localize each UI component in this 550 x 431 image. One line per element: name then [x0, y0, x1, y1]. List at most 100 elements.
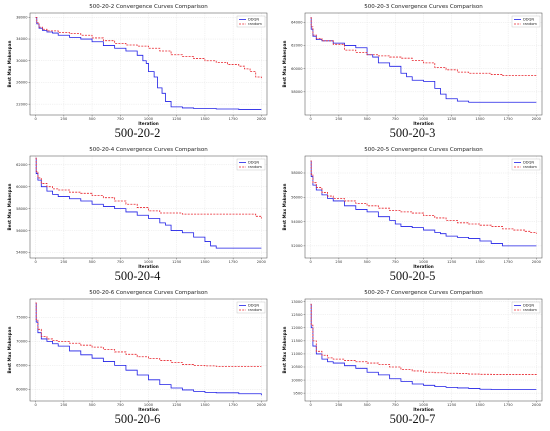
- x-tick-label: 1500: [475, 403, 485, 407]
- y-tick-label: 52000: [291, 244, 303, 248]
- x-tick-label: 500: [89, 260, 97, 264]
- chart-panel: 500-20-7 Convergence Curves Comparison 0 2…: [275, 286, 550, 429]
- chart-svg: 500-20-3 Convergence Curves Comparison 0 2…: [282, 4, 543, 126]
- x-tick-label: 250: [60, 260, 68, 264]
- y-tick-label: 9500: [293, 391, 303, 395]
- y-tick-label: 54000: [291, 220, 303, 224]
- chart-title: 500-20-4 Convergence Curves Comparison: [89, 147, 208, 153]
- chart-panel: 500-20-5 Convergence Curves Comparison 0 2…: [275, 143, 550, 286]
- chart-title: 500-20-6 Convergence Curves Comparison: [89, 290, 208, 296]
- x-tick-label: 0: [309, 117, 312, 121]
- x-axis-label: Iteration: [413, 121, 434, 126]
- x-axis-label: Iteration: [138, 407, 159, 412]
- x-tick-label: 750: [117, 403, 125, 407]
- x-tick-label: 1000: [419, 260, 429, 264]
- x-axis-label: Iteration: [138, 121, 159, 126]
- legend-label: DDQN: [248, 18, 259, 22]
- x-tick-label: 750: [117, 260, 125, 264]
- x-tick-label: 250: [60, 403, 68, 407]
- legend-box: [511, 158, 541, 171]
- chart-caption: 500-20-3: [389, 126, 436, 140]
- x-tick-label: 0: [309, 403, 312, 407]
- x-tick-label: 1500: [475, 117, 485, 121]
- y-tick-label: 22000: [16, 102, 28, 106]
- x-tick-label: 1750: [229, 260, 239, 264]
- chart-panel: 500-20-6 Convergence Curves Comparison 0 2…: [0, 286, 275, 429]
- x-axis-label: Iteration: [138, 264, 159, 269]
- y-tick-label: 56000: [291, 195, 303, 199]
- series-line-ddqn: [35, 302, 262, 396]
- legend-label: random: [248, 308, 262, 312]
- y-tick-label: 75000: [16, 315, 28, 319]
- legend-box: [511, 301, 541, 314]
- x-tick-label: 2000: [532, 260, 542, 264]
- legend-label: DDQN: [523, 18, 534, 22]
- x-tick-label: 250: [335, 403, 343, 407]
- y-tick-label: 34000: [16, 37, 28, 41]
- chart-panel: 500-20-4 Convergence Curves Comparison 0 2…: [0, 143, 275, 286]
- legend-label: DDQN: [248, 304, 259, 308]
- legend-box: [236, 15, 266, 28]
- legend-box: [236, 301, 266, 314]
- x-tick-label: 1500: [200, 117, 210, 121]
- y-axis-label: Best Max Makespan: [7, 184, 12, 231]
- y-tick-label: 10500: [291, 365, 303, 369]
- x-tick-label: 1250: [447, 260, 457, 264]
- x-tick-label: 250: [335, 117, 343, 121]
- series-line-random: [35, 16, 262, 79]
- chart-caption: 500-20-7: [389, 412, 436, 426]
- x-tick-label: 750: [392, 260, 400, 264]
- x-tick-label: 0: [34, 403, 37, 407]
- chart-caption: 500-20-6: [114, 412, 161, 426]
- chart-svg: 500-20-6 Convergence Curves Comparison 0 2…: [7, 290, 268, 412]
- x-tick-label: 1000: [144, 260, 154, 264]
- x-tick-label: 500: [364, 260, 372, 264]
- legend-box: [511, 15, 541, 28]
- x-tick-label: 1250: [447, 403, 457, 407]
- series-line-random: [35, 302, 262, 367]
- x-tick-label: 500: [89, 403, 97, 407]
- series-line-ddqn: [35, 157, 262, 249]
- x-tick-label: 0: [34, 117, 37, 121]
- x-tick-label: 2000: [257, 260, 267, 264]
- y-tick-label: 70000: [16, 340, 28, 344]
- x-tick-label: 250: [60, 117, 68, 121]
- legend-label: random: [523, 22, 537, 26]
- legend-label: DDQN: [523, 304, 534, 308]
- x-tick-label: 0: [309, 260, 312, 264]
- x-axis-label: Iteration: [413, 407, 434, 412]
- legend-label: DDQN: [248, 161, 259, 165]
- x-tick-label: 1750: [504, 260, 514, 264]
- x-tick-label: 750: [392, 403, 400, 407]
- x-tick-label: 2000: [257, 403, 267, 407]
- x-tick-label: 1250: [447, 117, 457, 121]
- y-tick-label: 64000: [291, 20, 303, 24]
- chart-caption: 500-20-2: [114, 126, 161, 140]
- y-tick-label: 60000: [16, 185, 28, 189]
- legend-box: [236, 158, 266, 171]
- y-tick-label: 62000: [291, 44, 303, 48]
- y-tick-label: 54000: [16, 251, 28, 255]
- x-tick-label: 2000: [532, 117, 542, 121]
- y-axis-label: Best Max Makespan: [282, 184, 287, 231]
- series-line-random: [310, 17, 537, 76]
- y-tick-label: 11500: [291, 339, 303, 343]
- x-tick-label: 1500: [200, 403, 210, 407]
- x-tick-label: 750: [117, 117, 125, 121]
- y-tick-label: 56000: [16, 229, 28, 233]
- legend-label: DDQN: [523, 161, 534, 165]
- x-tick-label: 1000: [144, 403, 154, 407]
- x-axis-label: Iteration: [413, 264, 434, 269]
- chart-caption: 500-20-5: [389, 269, 436, 283]
- x-tick-label: 1750: [229, 403, 239, 407]
- y-axis-label: Best Max Makespan: [7, 41, 12, 88]
- x-tick-label: 500: [364, 117, 372, 121]
- x-tick-label: 1000: [419, 403, 429, 407]
- x-tick-label: 2000: [257, 117, 267, 121]
- y-tick-label: 11000: [291, 352, 303, 356]
- y-tick-label: 12500: [291, 313, 303, 317]
- x-tick-label: 1750: [504, 117, 514, 121]
- series-line-ddqn: [35, 16, 262, 110]
- x-tick-label: 500: [89, 117, 97, 121]
